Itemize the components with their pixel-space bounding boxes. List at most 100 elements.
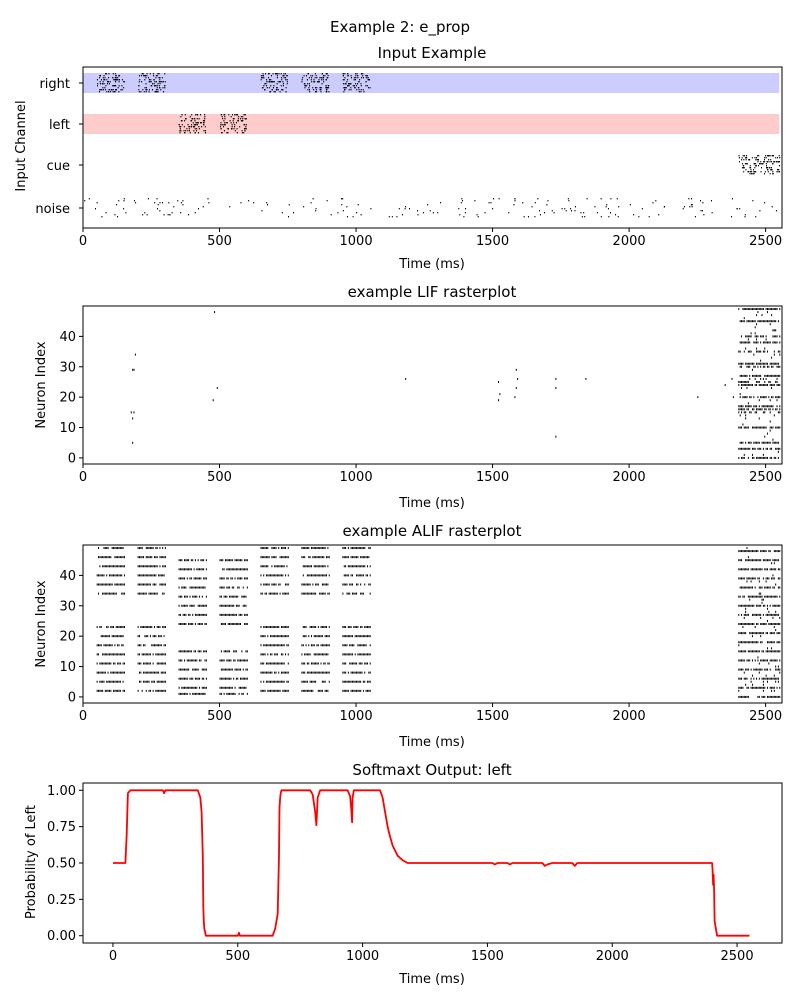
alif-spike — [261, 556, 263, 559]
alif-spike — [145, 653, 147, 656]
input-spike-right — [123, 81, 125, 83]
alif-spike — [155, 689, 157, 692]
lif-ytick-label: 0 — [68, 451, 76, 466]
alif-spike — [145, 565, 147, 568]
alif-spike — [369, 583, 371, 586]
alif-spike — [304, 662, 306, 665]
alif-spike — [747, 550, 749, 553]
alif-spike — [280, 635, 282, 638]
input-spike-left — [201, 122, 203, 124]
alif-spike — [242, 668, 244, 671]
lif-spike — [766, 447, 768, 450]
input-spike-right — [326, 77, 328, 79]
input-spike-right — [276, 87, 278, 89]
alif-spike — [179, 623, 181, 625]
alif-spike — [766, 607, 768, 610]
alif-spike — [220, 677, 222, 680]
alif-spike — [141, 565, 143, 568]
alif-spike — [96, 574, 98, 577]
alif-spike — [766, 680, 768, 683]
input-spike-right — [114, 77, 116, 79]
alif-spike — [194, 595, 196, 598]
alif-spike — [738, 695, 740, 698]
lif-spike — [779, 308, 781, 311]
alif-spike — [196, 692, 198, 695]
alif-spike — [283, 662, 285, 665]
alif-spike — [753, 613, 755, 616]
alif-spike — [189, 604, 191, 607]
alif-spike — [766, 604, 768, 607]
input-spike-right — [281, 77, 283, 79]
alif-spike — [104, 644, 106, 647]
lif-spike — [757, 380, 759, 383]
alif-spike — [285, 574, 287, 577]
input-spike-right — [121, 89, 123, 91]
alif-spike — [328, 592, 330, 595]
alif-spike — [342, 556, 344, 559]
alif-spike — [762, 613, 764, 616]
input-spike-left — [227, 132, 229, 134]
input-spike-noise — [267, 204, 269, 206]
lif-spike — [761, 314, 763, 317]
alif-spike — [286, 626, 288, 629]
alif-spike — [264, 644, 266, 647]
input-spike-right — [142, 73, 144, 75]
input-spike-right — [123, 81, 125, 83]
input-spike-left — [245, 118, 247, 120]
alif-spike — [234, 559, 236, 562]
alif-spike — [205, 568, 207, 571]
alif-spike — [324, 671, 326, 674]
lif-spike — [742, 362, 744, 365]
alif-spike — [182, 650, 184, 653]
alif-spike — [358, 689, 360, 692]
alif-spike — [362, 547, 364, 550]
alif-spike — [147, 547, 149, 550]
softmax-ytick-label: 0.25 — [47, 893, 76, 908]
alif-spike — [772, 641, 774, 644]
input-spike-right — [264, 89, 266, 91]
alif-spike — [184, 686, 186, 689]
input-spike-right — [158, 85, 160, 87]
alif-spike — [143, 680, 145, 683]
alif-spike — [287, 556, 289, 559]
alif-spike — [347, 565, 349, 568]
alif-spike — [749, 598, 751, 601]
input-spike-left — [183, 130, 185, 132]
alif-spike — [276, 592, 278, 595]
alif-spike — [762, 623, 764, 625]
input-spike-left — [231, 124, 233, 126]
alif-spike — [179, 677, 181, 680]
panel-input-ylabel: Input Channel — [14, 100, 29, 191]
alif-spike — [775, 568, 777, 571]
alif-spike — [240, 623, 242, 625]
alif-spike — [199, 568, 201, 571]
input-spike-right — [307, 83, 309, 85]
alif-spike — [278, 644, 280, 647]
alif-spike — [152, 680, 154, 683]
input-spike-noise — [691, 198, 693, 200]
alif-spike — [113, 662, 115, 665]
alif-spike — [768, 623, 770, 625]
input-spike-cue — [769, 161, 771, 163]
alif-spike — [107, 547, 109, 550]
alif-spike — [235, 668, 237, 671]
alif-spike — [760, 595, 762, 598]
alif-spike — [769, 632, 771, 635]
alif-spike — [159, 565, 161, 568]
alif-spike — [108, 689, 110, 692]
alif-spike — [312, 574, 314, 577]
input-spike-right — [324, 75, 326, 77]
alif-spike — [280, 644, 282, 647]
alif-spike — [244, 577, 246, 580]
alif-spike — [777, 613, 779, 616]
alif-spike — [194, 650, 196, 653]
input-spike-right — [113, 79, 115, 81]
lif-spike — [779, 374, 781, 377]
alif-spike — [99, 556, 101, 559]
alif-spike — [304, 653, 306, 656]
alif-spike — [768, 677, 770, 680]
input-spike-cue — [742, 163, 744, 165]
alif-spike — [275, 583, 277, 586]
alif-spike — [768, 577, 770, 580]
input-spike-right — [283, 73, 285, 75]
